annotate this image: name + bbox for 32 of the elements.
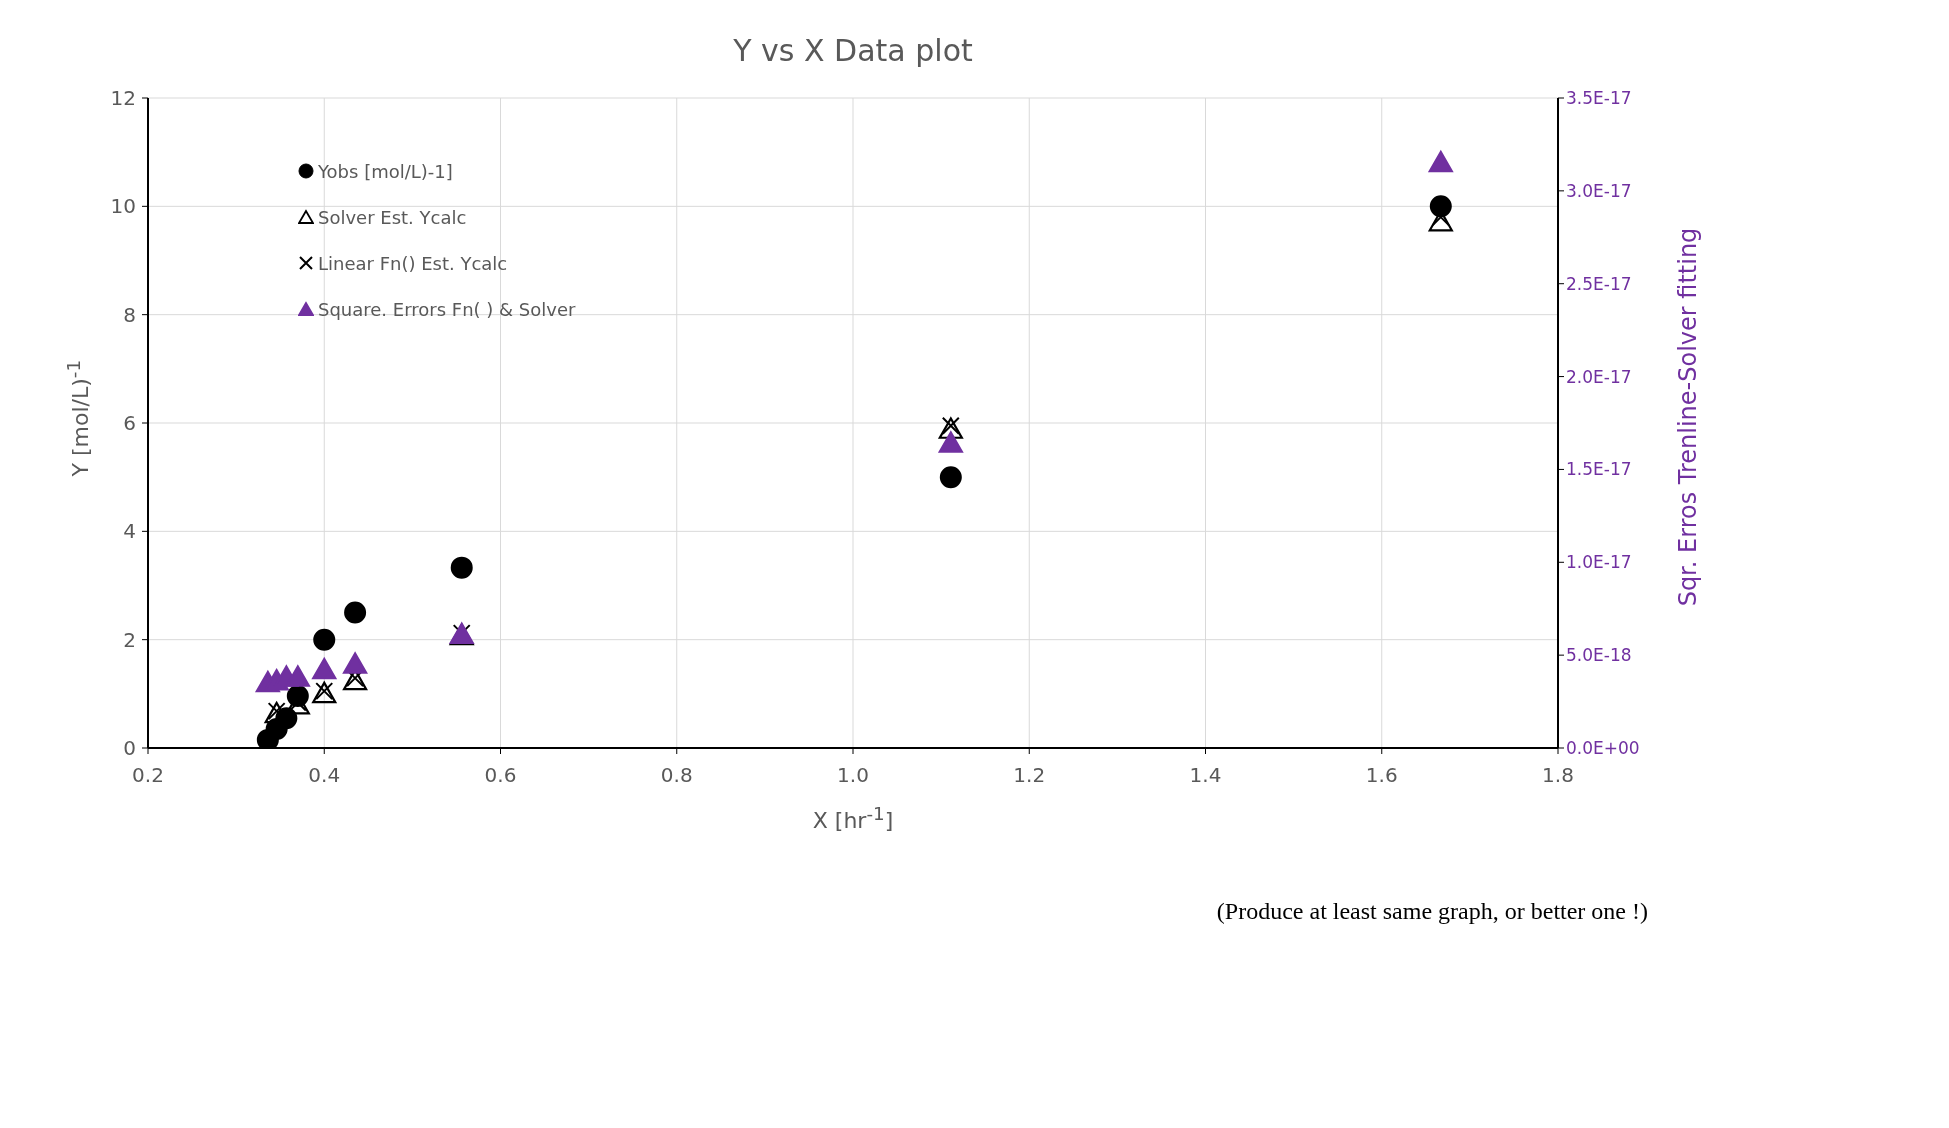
y2-tick-label: 3.0E-17: [1566, 180, 1632, 201]
y-tick-label: 4: [123, 519, 136, 544]
y2-tick-label: 3.5E-17: [1566, 88, 1632, 109]
x-tick-label: 1.4: [1189, 763, 1222, 788]
y-tick-label: 8: [123, 302, 136, 327]
legend-label: Linear Fn() Est. Ycalc: [318, 252, 508, 274]
y2-tick-label: 0.0E+00: [1566, 738, 1640, 759]
text: (Produce at least same graph, or better one !): [1216, 898, 1648, 925]
y-tick-label: 6: [123, 411, 136, 436]
y2-axis-title: Sqr. Erros Trenline-Solver fitting: [1674, 226, 1702, 609]
y-tick-label: 12: [110, 86, 136, 111]
x-tick-label: 1.6: [1365, 763, 1398, 788]
x-axis-title: X [hr$^{-1}$]: [811, 803, 895, 834]
y-tick-label: 10: [110, 194, 136, 219]
y-tick-label: 0: [123, 736, 136, 761]
legend-label: Square. Errors Fn( ) & Solver: [318, 298, 576, 320]
chart-title: Y vs X Data plot: [732, 33, 974, 68]
y2-tick-label: 1.0E-17: [1566, 552, 1632, 573]
y2-tick-label: 2.5E-17: [1566, 273, 1632, 294]
x-tick-label: 0.4: [308, 763, 341, 788]
y2-tick-label: 1.5E-17: [1566, 459, 1632, 480]
x-tick-label: 1.8: [1542, 763, 1574, 788]
x-tick-label: 0.6: [484, 763, 517, 788]
legend-label: Yobs [mol/L)-1]: [318, 160, 453, 182]
y-tick-label: 2: [123, 627, 136, 652]
x-tick-label: 1.0: [837, 763, 869, 788]
y2-tick-label: 5.0E-18: [1566, 645, 1632, 666]
x-tick-label: 0.2: [132, 763, 164, 788]
x-tick-label: 0.8: [660, 763, 693, 788]
x-tick-label: 1.2: [1013, 763, 1046, 788]
y2-tick-label: 2.0E-17: [1566, 366, 1632, 387]
legend-label: Solver Est. Ycalc: [318, 206, 467, 228]
